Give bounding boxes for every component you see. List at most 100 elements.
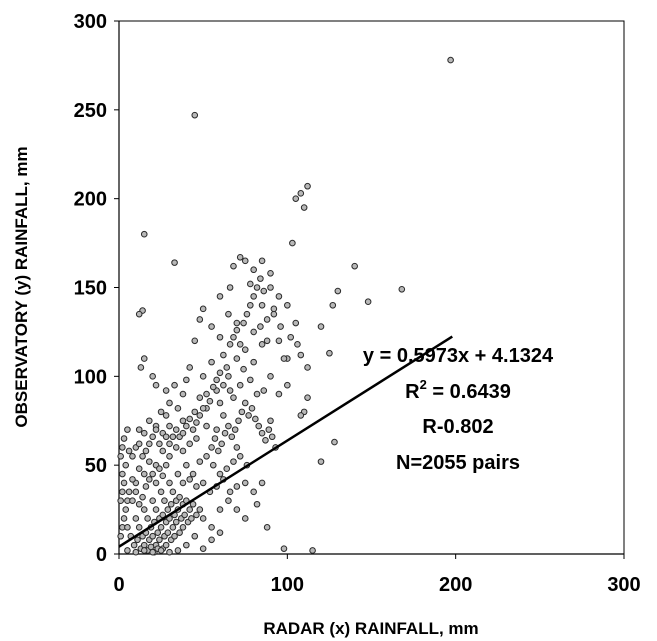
data-point [263, 316, 271, 323]
data-point [225, 422, 232, 430]
data-point [223, 465, 231, 473]
data-point [447, 56, 454, 64]
data-point [119, 488, 126, 496]
data-point [146, 458, 153, 465]
data-point [199, 515, 207, 522]
correlation-coefficient: R-0.802 [422, 416, 493, 438]
data-point [167, 500, 175, 508]
data-point [142, 447, 150, 455]
data-point [208, 358, 215, 366]
data-point [193, 483, 200, 490]
data-point [277, 323, 284, 330]
data-point [117, 497, 124, 505]
data-point [216, 470, 224, 478]
data-point [135, 524, 143, 531]
data-point [117, 452, 124, 460]
data-point [179, 429, 187, 437]
data-point [135, 426, 143, 433]
data-point [245, 412, 252, 419]
data-point [149, 548, 156, 556]
y-tick-label: 200 [74, 189, 107, 211]
data-point [304, 394, 311, 401]
data-point [297, 412, 305, 419]
trend-layer [118, 335, 453, 548]
data-point [181, 511, 188, 519]
data-point [263, 337, 271, 345]
data-point [209, 461, 217, 469]
trend-line [118, 335, 453, 548]
data-point [317, 458, 325, 465]
r-squared-superscript: 2 [420, 377, 427, 392]
data-point [208, 524, 215, 531]
data-point [166, 548, 173, 556]
data-point [258, 479, 266, 487]
data-point [191, 111, 199, 119]
y-tick-label: 100 [74, 366, 107, 388]
data-point [122, 461, 130, 469]
data-point [208, 444, 215, 451]
data-point [159, 472, 167, 480]
data-point [132, 548, 140, 556]
data-point [186, 364, 193, 371]
data-point [162, 541, 170, 549]
data-point [149, 373, 156, 380]
data-point [230, 262, 237, 270]
data-point [260, 387, 268, 394]
data-point [206, 397, 214, 405]
data-point [135, 440, 143, 448]
data-point [275, 293, 283, 300]
data-point [199, 545, 207, 552]
data-point [135, 465, 143, 473]
data-point [220, 381, 227, 389]
data-point [292, 195, 300, 202]
data-point [267, 284, 274, 291]
data-point [176, 493, 183, 501]
data-point [270, 310, 278, 318]
data-point [230, 394, 237, 401]
data-point [161, 497, 168, 505]
data-point [174, 405, 182, 412]
data-point [196, 394, 204, 401]
data-point [267, 269, 274, 277]
data-point [267, 417, 274, 425]
data-point [253, 500, 261, 508]
data-point [233, 506, 241, 513]
data-point [241, 515, 249, 522]
data-point [140, 230, 148, 238]
r-squared-prefix: R [405, 381, 420, 403]
data-point [216, 529, 224, 536]
data-point [235, 417, 242, 425]
data-point [179, 447, 187, 455]
data-point [241, 479, 249, 487]
data-point [159, 447, 167, 455]
data-point [183, 422, 190, 430]
r-squared-value: = 0.6439 [427, 381, 511, 403]
data-point [162, 433, 170, 441]
data-point [216, 506, 224, 513]
y-tick-label: 150 [74, 278, 107, 300]
data-point [203, 452, 210, 460]
data-point [250, 488, 257, 496]
regression-equation: y = 0.5973x + 4.1324 [363, 345, 554, 367]
r-squared-label: R2 = 0.6439 [405, 377, 511, 403]
data-point [199, 479, 207, 487]
data-point [120, 479, 128, 487]
data-point [179, 417, 187, 425]
data-point [280, 545, 288, 552]
data-point [250, 358, 257, 366]
y-axis-ticks: 0 50 100 150 200 250 300 [74, 11, 119, 566]
data-point [191, 408, 199, 416]
data-point [166, 440, 173, 448]
data-point [154, 529, 162, 536]
data-point [253, 284, 261, 291]
data-point [135, 310, 143, 318]
data-point [220, 412, 227, 419]
data-point [117, 532, 124, 540]
data-point [233, 355, 241, 362]
data-point [120, 435, 128, 442]
data-point [137, 364, 145, 371]
data-point [216, 399, 224, 407]
data-point [280, 355, 288, 362]
data-point [156, 440, 163, 448]
data-point [189, 470, 197, 478]
